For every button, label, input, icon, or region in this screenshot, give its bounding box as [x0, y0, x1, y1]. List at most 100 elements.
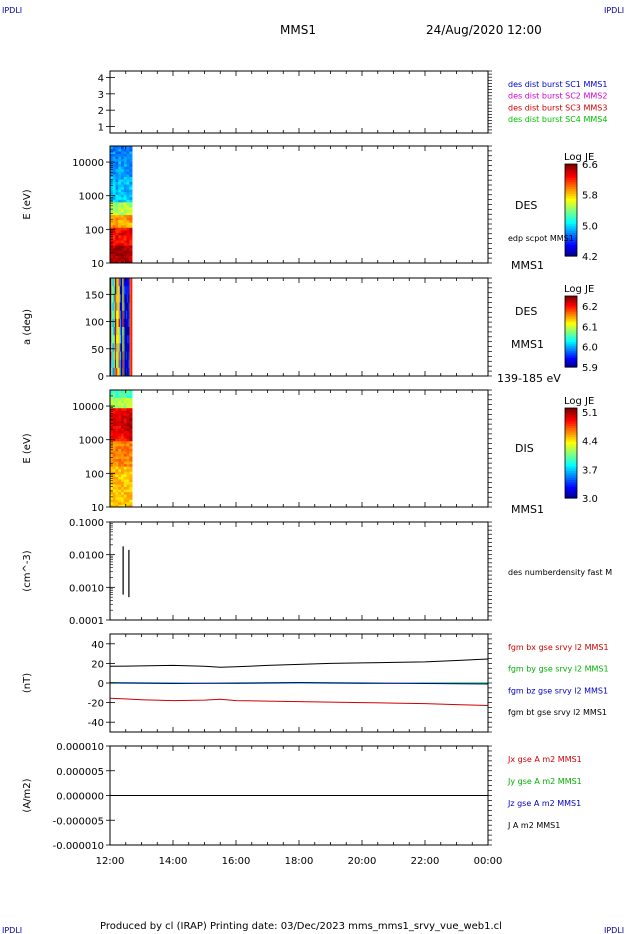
heatmap-cell	[123, 405, 127, 409]
heatmap-cell	[127, 343, 129, 352]
heatmap-cell	[110, 219, 114, 223]
legend-entry: Jy gse A m2 MMS1	[507, 777, 582, 786]
heatmap-cell	[114, 278, 117, 287]
heatmap-cell	[118, 423, 122, 427]
heatmap-cell	[121, 250, 125, 254]
heatmap-cell	[121, 166, 125, 170]
panel-fgm: 40 20 0 -20 -40 (nT) fgm bx gse srvy l2 MMS1 fg…	[22, 633, 609, 733]
heatmap-cell	[126, 468, 130, 472]
heatmap-cell	[126, 207, 130, 210]
heatmap-cell	[121, 242, 125, 246]
heatmap-cell	[115, 501, 119, 505]
heatmap-cell	[112, 209, 116, 213]
heatmap-cell	[121, 486, 125, 490]
heatmap-cell	[129, 173, 133, 177]
heatmap-cell	[129, 501, 133, 505]
heatmap-cell	[114, 351, 117, 360]
heatmap-cell	[115, 428, 119, 432]
heatmap-cell	[118, 318, 121, 328]
heatmap-cell	[114, 318, 117, 328]
heatmap-cell	[118, 489, 122, 493]
heatmap-cell	[118, 212, 122, 216]
heatmap-cell	[125, 335, 128, 344]
heatmap-cell	[112, 476, 116, 480]
heatmap-cell	[118, 191, 122, 195]
colorbar-segment	[565, 417, 577, 420]
heatmap-cell	[128, 310, 130, 320]
heatmap-cell	[126, 489, 130, 493]
colorbar-tick-label: 6.1	[582, 322, 598, 333]
heatmap-cell	[126, 168, 130, 172]
colorbar-frame	[564, 295, 578, 368]
colorbar-segment	[565, 464, 577, 468]
heatmap-cell	[127, 351, 129, 360]
heatmap-cell	[115, 504, 119, 508]
heatmap-cell	[115, 438, 119, 442]
heatmap-cell	[118, 161, 122, 165]
heatmap-cell	[123, 199, 127, 203]
heatmap-cell	[121, 415, 125, 419]
heatmap-cell	[123, 481, 127, 485]
heatmap-cell	[123, 278, 125, 287]
heatmap-cell	[112, 278, 114, 287]
heatmap-cell	[121, 156, 125, 160]
heatmap-cell	[129, 229, 133, 233]
heatmap-cell	[115, 448, 119, 452]
heatmap-cell	[123, 166, 127, 170]
colorbar-segment	[565, 196, 577, 200]
heatmap-cell	[112, 260, 116, 264]
panel-frame	[109, 389, 489, 508]
heatmap-cell	[118, 232, 122, 236]
heatmap-cell	[130, 343, 133, 352]
heatmap-cell	[110, 181, 114, 185]
heatmap-cell	[112, 184, 116, 188]
heatmap-cell	[115, 496, 119, 500]
heatmap-cell	[113, 351, 116, 360]
heatmap-cell	[112, 390, 116, 393]
heatmap-cell	[118, 181, 122, 185]
heatmap-cell	[112, 423, 116, 427]
colorbar-segment	[565, 210, 577, 213]
colorbar-segment	[565, 408, 577, 411]
heatmap-cell	[110, 415, 114, 419]
heatmap-cell	[110, 294, 112, 303]
heatmap-cell	[129, 219, 133, 223]
heatmap-cell	[112, 214, 116, 218]
heatmap-cell	[126, 171, 130, 175]
heatmap-cell	[110, 255, 114, 259]
heatmap-cell	[123, 420, 127, 424]
heatmap-cell	[119, 359, 122, 369]
heatmap-cell	[115, 199, 119, 203]
colorbar-segment	[565, 347, 577, 350]
heatmap-cell	[115, 212, 119, 216]
heatmap-cell	[129, 278, 132, 287]
heatmap-cell	[126, 153, 130, 157]
colorbar-segment	[565, 462, 577, 465]
heatmap-cell	[113, 367, 116, 377]
heatmap-cell	[129, 199, 133, 203]
panel-des_pitch: Log JE 6.2 6.1 6.0 5.9 150 100 50 0 a (deg) DES MMS…	[22, 277, 598, 385]
heatmap-cell	[121, 504, 125, 508]
heatmap-cell	[124, 359, 127, 369]
colorbar-tick-label: 6.6	[582, 160, 598, 171]
heatmap-cell	[112, 212, 116, 216]
heatmap-cell	[121, 468, 125, 472]
heatmap-cell	[110, 430, 114, 434]
heatmap-cell	[115, 461, 119, 465]
colorbar-segment	[565, 338, 577, 341]
heatmap-cell	[121, 199, 125, 203]
heatmap-cell	[115, 168, 119, 172]
heatmap-cell	[110, 412, 114, 416]
heatmap-cell	[112, 318, 114, 328]
heatmap-cell	[122, 359, 124, 369]
heatmap-cell	[115, 237, 119, 241]
heatmap-cell	[116, 286, 118, 295]
colorbar-segment	[565, 301, 577, 304]
heatmap-cell	[115, 499, 119, 503]
colorbar-segment	[565, 468, 577, 472]
heatmap-cell	[121, 458, 125, 462]
heatmap-cell	[126, 191, 130, 195]
heatmap-cell	[110, 158, 114, 162]
heatmap-cell	[126, 186, 130, 190]
heatmap-cell	[110, 286, 112, 295]
